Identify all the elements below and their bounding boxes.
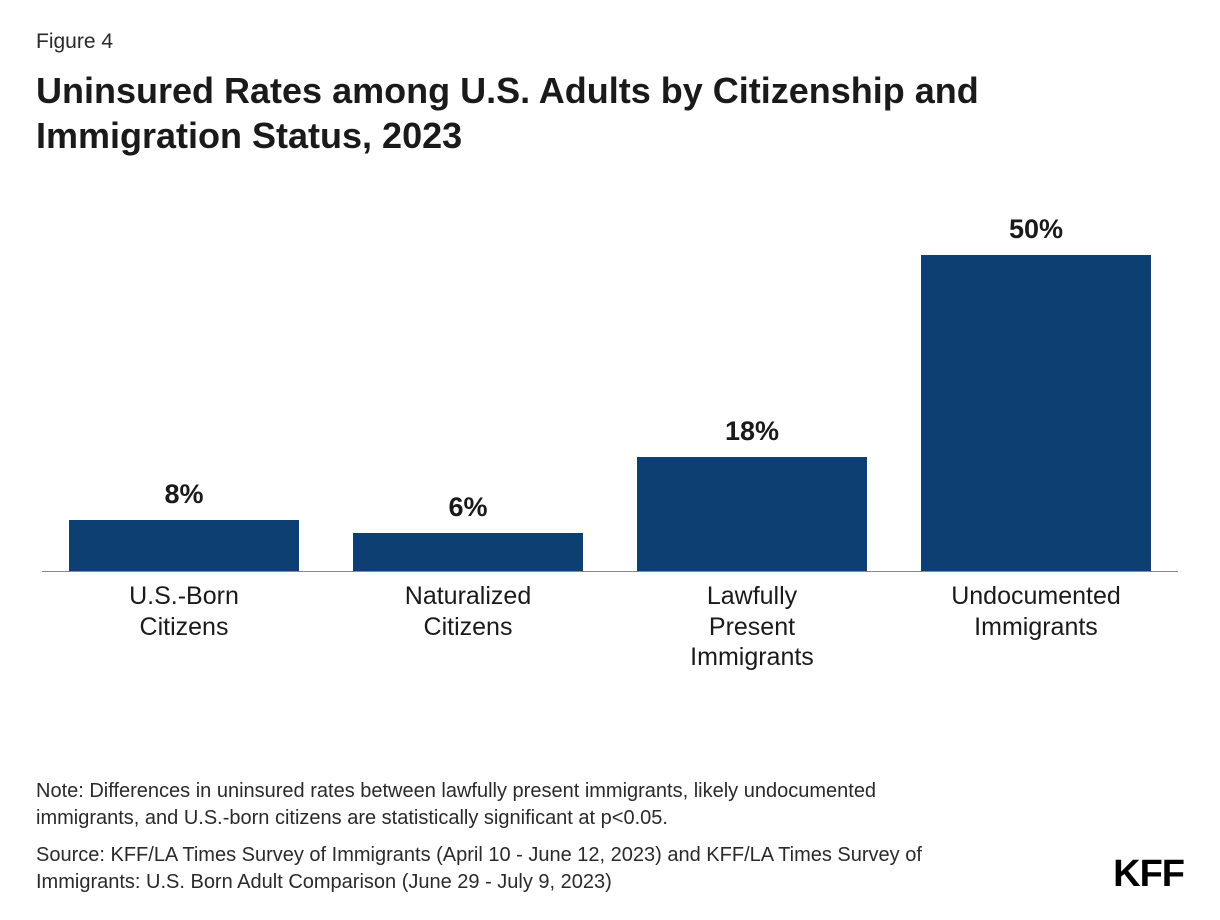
bar-value-label: 18%	[725, 416, 779, 447]
bar-value-label: 8%	[164, 479, 203, 510]
bar-slot: 8%U.S.-Born Citizens	[42, 218, 326, 571]
bar-value-label: 50%	[1009, 214, 1063, 245]
bar-slot: 6%Naturalized Citizens	[326, 218, 610, 571]
source-text: Source: KFF/LA Times Survey of Immigrant…	[36, 842, 936, 896]
bar-slot: 50%Undocumented Immigrants	[894, 218, 1178, 571]
bar-value-label: 6%	[448, 492, 487, 523]
note-text: Note: Differences in uninsured rates bet…	[36, 778, 936, 832]
bar	[921, 255, 1151, 571]
figure-number: Figure 4	[36, 30, 1184, 54]
plot-area: 8%U.S.-Born Citizens6%Naturalized Citize…	[42, 218, 1178, 572]
bar	[69, 520, 299, 571]
bar-category-label: U.S.-Born Citizens	[113, 581, 255, 642]
bar-category-label: Naturalized Citizens	[405, 581, 531, 642]
bar-slot: 18%Lawfully Present Immigrants	[610, 218, 894, 571]
kff-logo: KFF	[1113, 853, 1184, 896]
bar	[353, 533, 583, 571]
bar-category-label: Undocumented Immigrants	[951, 581, 1121, 642]
bar-category-label: Lawfully Present Immigrants	[681, 581, 823, 673]
bar	[637, 457, 867, 571]
chart-title: Uninsured Rates among U.S. Adults by Cit…	[36, 68, 1086, 158]
footer: Note: Differences in uninsured rates bet…	[36, 778, 1184, 896]
bar-chart: 8%U.S.-Born Citizens6%Naturalized Citize…	[36, 218, 1184, 648]
